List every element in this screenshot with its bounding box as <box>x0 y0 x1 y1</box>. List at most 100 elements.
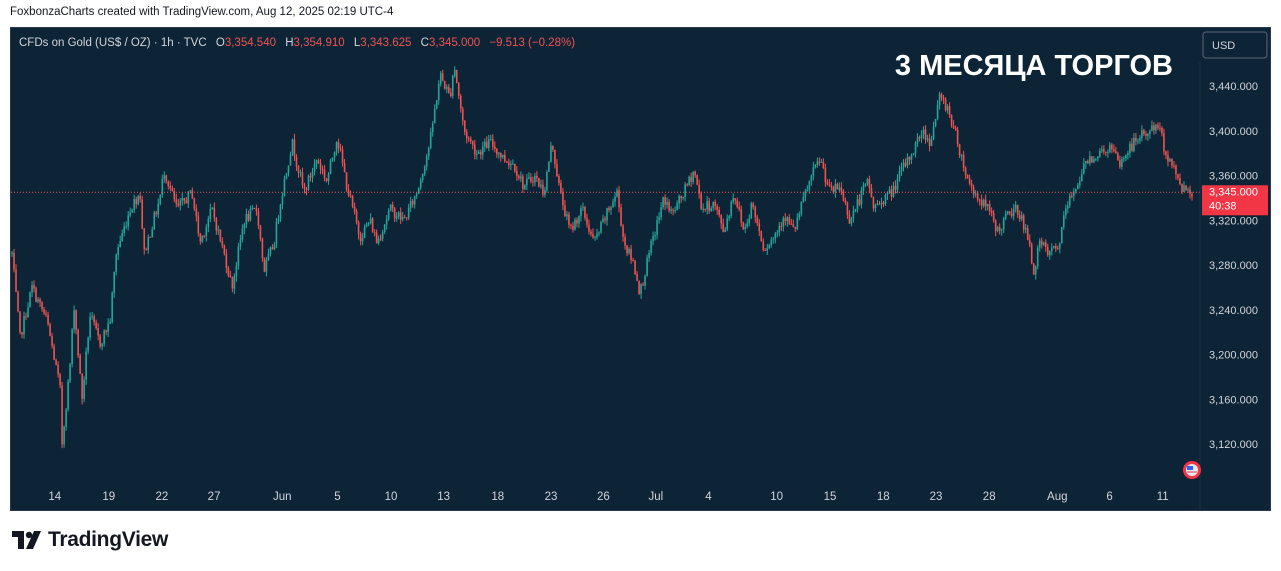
candle-body <box>626 245 628 254</box>
y-tick-label: 3,320.000 <box>1209 215 1258 227</box>
candle-body <box>275 221 278 245</box>
candle-body <box>484 141 486 147</box>
candle <box>65 407 67 431</box>
candle-body <box>367 222 370 225</box>
candle-body <box>606 208 608 221</box>
x-tick-label: 26 <box>597 491 610 503</box>
candle-body <box>235 265 238 277</box>
candle-body <box>502 155 504 158</box>
candle-body <box>459 96 462 109</box>
chart-frame[interactable]: CFDs on Gold (US$ / OZ) · 1h · TVC O3,35… <box>10 27 1271 511</box>
candle-body <box>277 218 280 222</box>
candle-body <box>636 274 638 281</box>
candle <box>1179 173 1181 186</box>
candle <box>922 126 925 140</box>
candle-body <box>1091 156 1093 163</box>
candle <box>598 231 600 237</box>
candle <box>828 179 831 187</box>
candle-body <box>1185 185 1187 190</box>
candle-body <box>269 247 272 254</box>
candle <box>467 136 470 143</box>
candle-body <box>536 175 538 179</box>
candle-body <box>896 178 899 190</box>
candle <box>1119 155 1121 169</box>
candle-body <box>640 284 642 295</box>
candle <box>1175 164 1177 180</box>
candle <box>1026 224 1029 241</box>
candle <box>666 197 668 209</box>
candle <box>137 194 140 206</box>
candle <box>1087 159 1089 164</box>
tradingview-logo[interactable]: TradingView <box>12 528 168 552</box>
candle <box>766 243 769 255</box>
candle <box>668 199 670 213</box>
candle <box>950 114 953 128</box>
candle-body <box>125 226 127 228</box>
candle-body <box>337 142 340 148</box>
symbol-label[interactable]: CFDs on Gold (US$ / OZ) · 1h · TVC <box>19 37 207 49</box>
candle-body <box>223 245 226 254</box>
candle <box>710 206 712 212</box>
candle-body <box>978 199 981 201</box>
candle <box>441 69 444 82</box>
candle-body <box>1000 229 1003 231</box>
candle-body <box>720 215 723 224</box>
us-flag-event-icon[interactable] <box>1183 461 1201 479</box>
candle <box>842 189 845 202</box>
candle-body <box>946 106 949 111</box>
candle-body <box>828 184 831 186</box>
candle <box>29 291 31 308</box>
candle <box>572 221 574 233</box>
candle-body <box>395 216 398 219</box>
candle-body <box>177 203 180 206</box>
candle-body <box>566 214 568 217</box>
candle-body <box>307 175 310 190</box>
candle <box>520 171 522 183</box>
candle-body <box>710 208 712 212</box>
candle <box>892 181 895 198</box>
candle <box>303 182 306 194</box>
chart-overlay-title: 3 МЕСЯЦА ТОРГОВ <box>895 50 1173 82</box>
y-axis[interactable]: 3,120.000 3,160.000 3,200.000 3,240.000 3,28… <box>1209 81 1258 451</box>
candle-body <box>642 284 644 286</box>
candle <box>351 194 354 209</box>
candle <box>634 259 636 275</box>
candle <box>894 180 897 194</box>
candle-body <box>193 198 196 209</box>
candle <box>826 179 829 186</box>
candle <box>367 221 370 227</box>
candle <box>658 212 660 224</box>
x-axis[interactable]: 14 19 22 27 Jun 5 10 13 18 23 26 Jul 4 10 15 18 23 28 Aug 6… <box>48 491 1168 503</box>
candle <box>445 84 448 94</box>
candle-body <box>1163 133 1165 152</box>
candle <box>301 167 304 189</box>
candle-body <box>700 193 702 210</box>
candle <box>902 159 905 172</box>
candle-body <box>29 292 31 308</box>
candle-body <box>648 252 650 258</box>
candle <box>313 159 316 176</box>
candle <box>473 139 476 160</box>
candle <box>477 149 480 154</box>
candle <box>435 99 438 110</box>
candle <box>355 208 358 225</box>
candle <box>379 234 382 242</box>
candle-body <box>53 346 55 360</box>
candle <box>1121 156 1123 170</box>
candle <box>319 158 322 175</box>
candle <box>794 226 797 233</box>
candle <box>1044 239 1047 252</box>
candle-body <box>542 184 544 195</box>
candle-body <box>461 108 464 121</box>
candle-body <box>530 177 532 182</box>
candle <box>231 276 234 293</box>
candle-body <box>1070 195 1073 197</box>
candle-body <box>938 94 941 105</box>
candle-body <box>862 185 865 191</box>
candle-body <box>155 212 158 215</box>
price-chart[interactable]: CFDs on Gold (US$ / OZ) · 1h · TVC O3,35… <box>11 28 1270 510</box>
currency-button[interactable]: USD <box>1202 31 1268 59</box>
candle <box>740 205 743 227</box>
candle <box>1012 204 1015 221</box>
candle-body <box>1083 163 1085 174</box>
